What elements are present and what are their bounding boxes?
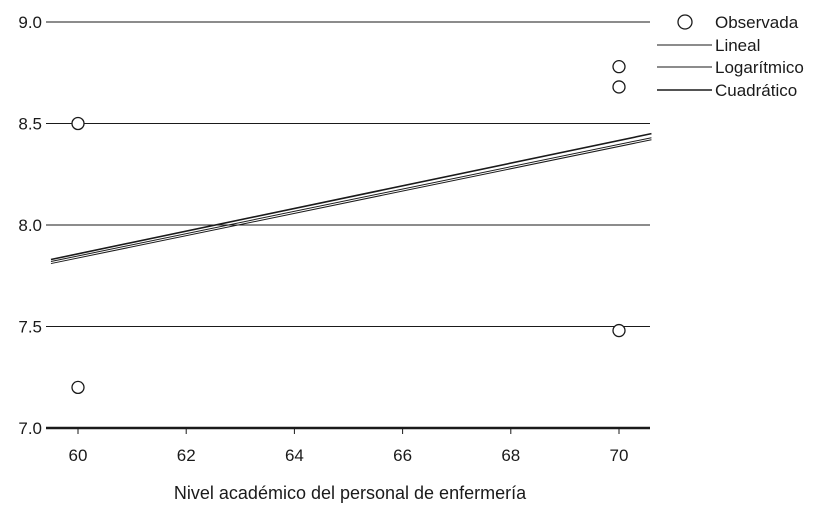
fit-lines — [50, 132, 652, 265]
x-tick-label: 66 — [393, 446, 412, 465]
observed-point — [612, 80, 626, 94]
series-line-1 — [50, 137, 652, 263]
y-tick-label: 7.0 — [18, 419, 42, 438]
legend: Observada Lineal Logarítmico Cuadrático — [657, 13, 804, 100]
observed-point — [612, 323, 626, 338]
x-tick-label: 64 — [285, 446, 304, 465]
legend-marker-observed — [677, 14, 693, 30]
x-tick-label: 68 — [501, 446, 520, 465]
x-axis-label: Nivel académico del personal de enfermer… — [174, 483, 527, 503]
series-line-2 — [50, 139, 652, 265]
x-tick-label: 60 — [69, 446, 88, 465]
observed-points — [71, 60, 626, 395]
legend-label-observed: Observada — [715, 13, 799, 32]
x-tick-labels: 60 62 64 66 68 70 — [69, 428, 629, 465]
y-tick-label: 9.0 — [18, 13, 42, 32]
observed-point — [612, 60, 626, 74]
y-gridlines — [46, 21, 650, 327]
x-tick-label: 70 — [610, 446, 629, 465]
legend-label: Cuadrático — [715, 81, 797, 100]
observed-point — [71, 116, 85, 131]
legend-label: Logarítmico — [715, 58, 804, 77]
y-tick-label: 8.0 — [18, 216, 42, 235]
x-tick-label: 62 — [177, 446, 196, 465]
observed-point — [71, 380, 85, 395]
legend-label: Lineal — [715, 36, 760, 55]
y-tick-label: 8.5 — [18, 115, 42, 134]
series-line-3 — [50, 132, 652, 261]
y-tick-labels: 7.0 7.5 8.0 8.5 9.0 — [18, 13, 42, 438]
y-tick-label: 7.5 — [18, 318, 42, 337]
